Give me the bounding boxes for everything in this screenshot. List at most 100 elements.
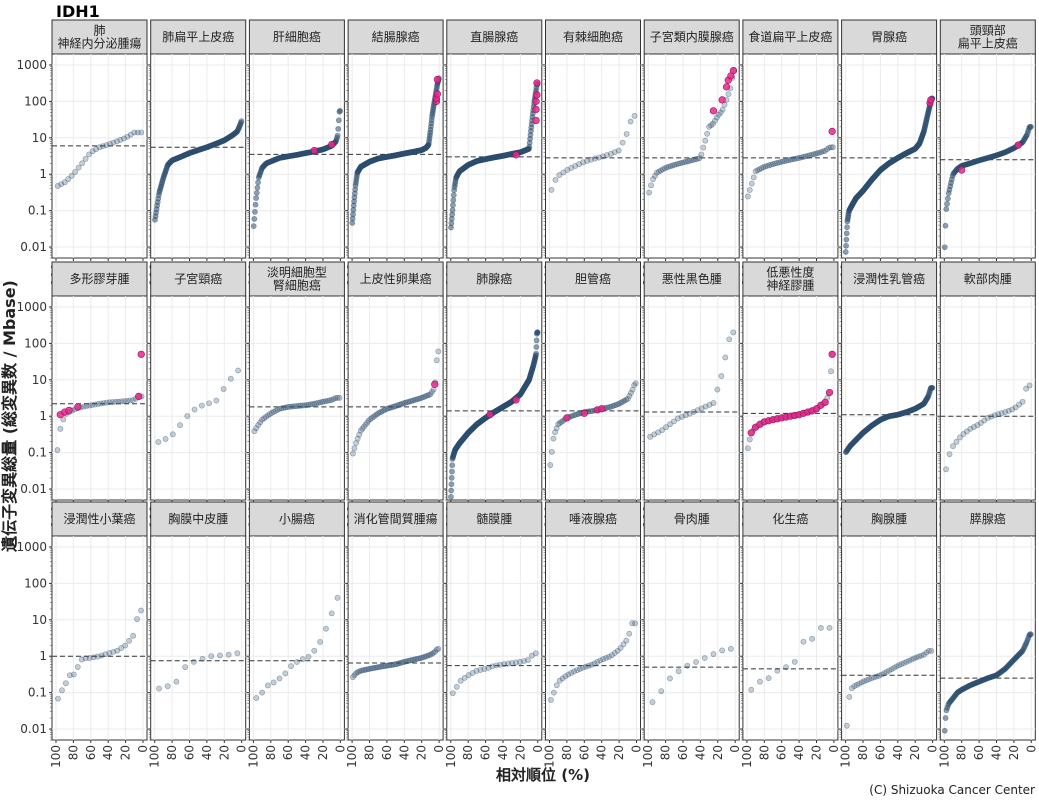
data-point: [335, 125, 342, 132]
plot-panel: [51, 53, 148, 259]
mutant-point: [718, 96, 726, 104]
plot-panel: [347, 295, 444, 501]
data-point: [550, 435, 557, 442]
data-point: [944, 195, 951, 202]
facet-label: 小腸癌: [279, 511, 315, 526]
y-tick-label: 0.1: [28, 446, 47, 460]
data-point: [164, 683, 171, 690]
data-point: [830, 144, 836, 151]
data-point: [450, 192, 457, 199]
mutant-point: [328, 141, 336, 149]
data-point: [334, 132, 341, 139]
data-point: [556, 172, 563, 178]
mutant-point: [137, 350, 145, 358]
data-point: [235, 367, 241, 374]
facet-panel: 直腸腺癌100806040200: [443, 19, 545, 286]
x-tick-label: 20: [513, 745, 527, 760]
data-point: [710, 651, 717, 658]
y-tick-label: 1000: [16, 300, 47, 314]
x-tick-label: 20: [119, 745, 133, 760]
data-point: [270, 679, 277, 686]
x-tick-label: 60: [84, 745, 98, 760]
data-point: [748, 180, 755, 187]
data-point: [96, 144, 103, 151]
facet-label: 子宮類内膜腺癌: [650, 29, 734, 44]
data-point: [299, 656, 306, 663]
facet-label: 頭頸部: [970, 23, 1006, 38]
mutant-point: [828, 127, 836, 135]
data-point: [619, 139, 626, 146]
y-tick-label: 10: [32, 373, 47, 387]
data-point: [103, 142, 110, 149]
facet-label: 神経膠腫: [766, 279, 814, 293]
data-point: [941, 727, 948, 734]
data-point: [328, 610, 335, 617]
data-point: [548, 697, 554, 703]
data-point: [337, 107, 343, 114]
data-point: [156, 685, 162, 692]
data-point: [953, 438, 960, 445]
data-point: [70, 671, 77, 678]
x-tick-label: 80: [264, 745, 278, 760]
x-tick-label: 0: [1024, 745, 1038, 753]
data-point: [632, 620, 638, 627]
y-tick-label: 0.01: [20, 482, 47, 496]
data-point: [75, 164, 82, 171]
x-tick-label: 40: [200, 745, 214, 760]
data-point: [449, 207, 456, 214]
data-point: [335, 117, 342, 124]
facet-label: 膵腺癌: [970, 511, 1006, 526]
mutant-point: [563, 414, 571, 422]
mutant-point: [722, 83, 731, 91]
x-tick-label: 60: [577, 745, 591, 760]
data-point: [433, 357, 440, 364]
data-point: [264, 682, 271, 689]
facet-strip: [248, 19, 345, 55]
data-point: [746, 436, 753, 443]
data-point: [169, 431, 176, 438]
x-tick-label: 20: [415, 745, 429, 760]
data-point: [693, 659, 699, 665]
mutant-point: [709, 107, 718, 115]
mutant-point: [533, 91, 541, 99]
facet-panel: 食道扁平上皮癌100806040200: [739, 19, 841, 286]
facet-label: 肺腺癌: [476, 271, 512, 286]
data-point: [941, 244, 948, 251]
x-tick-label: 40: [397, 745, 411, 760]
x-tick-label: 60: [972, 745, 986, 760]
y-tick-label: 0.01: [20, 722, 47, 736]
data-point: [650, 176, 656, 182]
plot-panel: [150, 53, 247, 259]
data-point: [667, 675, 673, 682]
data-point: [550, 689, 557, 696]
x-tick-label: 60: [479, 745, 493, 760]
x-tick-label: 100: [345, 745, 359, 768]
data-point: [533, 350, 539, 357]
x-tick-label: 100: [246, 745, 260, 768]
y-tick-label: 100: [24, 576, 47, 590]
facet-panel: 悪性黒色腫100806040200: [641, 261, 742, 528]
x-tick-label: 40: [891, 745, 905, 760]
mutant-point: [65, 406, 73, 414]
facet-panel: 肺腺癌100806040200: [443, 261, 545, 528]
facet-label: 子宮頸癌: [174, 271, 222, 286]
data-point: [748, 686, 755, 693]
data-point: [944, 200, 950, 207]
data-point: [1028, 123, 1034, 130]
data-point: [623, 131, 630, 137]
mutant-point: [431, 380, 439, 388]
data-point: [652, 172, 658, 179]
data-point: [929, 384, 936, 391]
data-point: [744, 193, 751, 200]
facet-label: 消化管間質腫瘍: [354, 511, 438, 526]
x-tick-label: 80: [560, 745, 574, 760]
facet-label: 扁平上皮癌: [958, 36, 1018, 51]
data-point: [626, 630, 633, 637]
plot-panel: [939, 535, 1036, 741]
data-point: [928, 647, 935, 654]
data-point: [182, 664, 189, 671]
